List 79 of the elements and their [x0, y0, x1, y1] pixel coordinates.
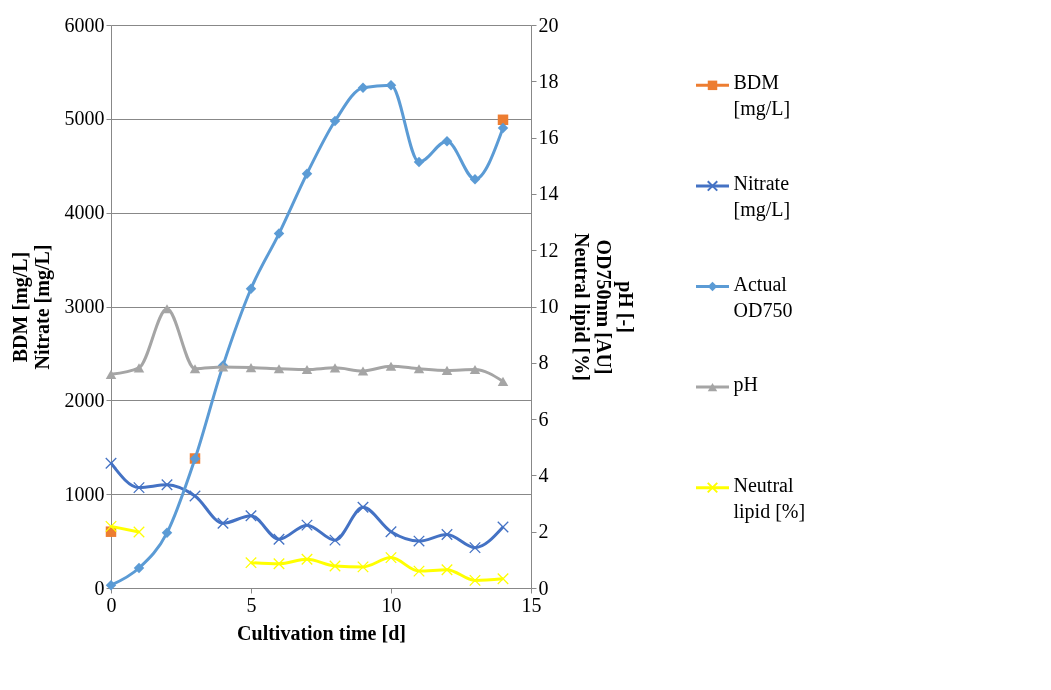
point	[469, 541, 481, 554]
point	[441, 563, 453, 576]
point	[469, 574, 481, 587]
legend-label: Neutral lipid [%]	[733, 473, 806, 523]
point	[301, 519, 313, 532]
point	[133, 526, 145, 538]
point	[469, 174, 481, 185]
point	[245, 509, 257, 522]
legend-label: Actual OD750	[733, 272, 793, 321]
point	[329, 363, 341, 373]
point	[105, 579, 117, 591]
point	[105, 520, 117, 533]
point	[329, 115, 341, 127]
y2-tick-label: 0	[538, 576, 549, 599]
point	[273, 364, 285, 374]
y2-tick-label: 10	[538, 295, 559, 317]
point	[497, 572, 509, 585]
x-tick-label: 5	[246, 593, 257, 616]
point	[329, 534, 341, 547]
point	[105, 457, 117, 470]
y-tick-label: 3000	[64, 295, 105, 317]
point	[301, 553, 313, 566]
point	[189, 364, 201, 374]
y2-tick-label: 20	[538, 13, 559, 36]
point	[273, 533, 285, 546]
y2-tick-label: 6	[538, 407, 549, 430]
point	[301, 168, 313, 179]
point	[133, 481, 145, 494]
y2-axis-title: pH [-] OD750nm [AU] Neutral lipid [%]	[569, 233, 637, 381]
point	[497, 122, 509, 134]
point	[413, 156, 425, 168]
point	[273, 557, 285, 570]
point	[161, 527, 173, 539]
point	[105, 369, 117, 379]
y2-tick-label: 8	[538, 351, 549, 374]
point	[413, 565, 425, 577]
point	[245, 283, 257, 295]
y-tick-label: 2000	[64, 388, 105, 411]
point	[357, 501, 369, 514]
y2-tick-label: 16	[538, 126, 559, 149]
legend-label: Nitrate [mg/L]	[733, 171, 791, 221]
y-tick-label: 1000	[64, 482, 105, 505]
point	[469, 365, 481, 375]
point	[357, 560, 369, 573]
x-tick-label: 10	[381, 593, 402, 616]
point	[301, 365, 313, 375]
y-axis-title: BDM [mg/L] Nitrate [mg/L]	[8, 244, 54, 370]
point	[217, 517, 229, 530]
x-axis-title: Cultivation time [d]	[237, 621, 406, 644]
point	[441, 528, 453, 541]
point	[245, 556, 257, 569]
point	[133, 363, 145, 373]
point	[413, 535, 425, 547]
y-tick-label: 6000	[64, 13, 105, 36]
point	[497, 376, 509, 386]
point	[357, 366, 369, 376]
point	[357, 82, 369, 94]
legend-label: BDM [mg/L]	[733, 71, 791, 121]
point	[273, 228, 285, 239]
point	[497, 521, 509, 533]
legend-label: pH	[733, 373, 758, 397]
point	[441, 136, 453, 147]
y-tick-label: 5000	[64, 107, 105, 130]
y2-tick-label: 18	[538, 69, 559, 92]
point	[385, 525, 397, 538]
point	[385, 361, 397, 371]
point	[245, 363, 257, 373]
point	[413, 364, 425, 374]
y2-tick-label: 4	[538, 463, 549, 486]
point	[329, 560, 341, 572]
point	[161, 478, 173, 491]
y-tick-label: 0	[94, 576, 105, 599]
y-tick-label: 4000	[64, 201, 105, 224]
point	[133, 562, 145, 574]
y2-tick-label: 12	[538, 238, 559, 261]
point	[441, 365, 453, 375]
point	[385, 551, 397, 564]
y2-tick-label: 14	[538, 182, 559, 205]
y2-tick-label: 2	[538, 520, 549, 543]
